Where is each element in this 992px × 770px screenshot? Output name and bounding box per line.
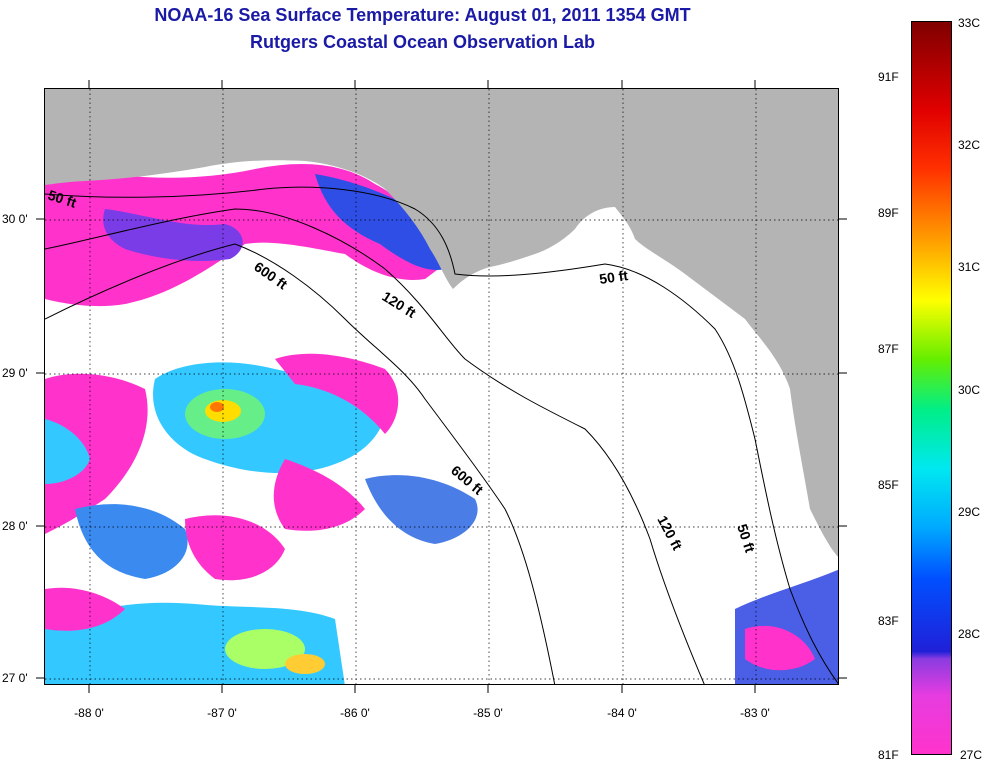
sst-pink-region-bottom-west xyxy=(45,587,125,631)
colorbar-celsius-label: 32C xyxy=(958,138,981,152)
sst-map-canvas: 50 ft 600 ft 120 ft 50 ft 600 ft 120 ft … xyxy=(45,89,838,684)
land-mass xyxy=(45,89,838,557)
sst-cyan-region-west xyxy=(45,419,90,484)
sst-blue-region-southwest xyxy=(75,504,188,579)
longitude-label: -87 0' xyxy=(207,706,237,720)
sst-pink-region-south xyxy=(185,515,285,581)
colorbar-fahrenheit-label: 87F xyxy=(878,342,899,356)
sst-pink-region-west xyxy=(45,373,148,534)
temperature-colorbar xyxy=(911,21,952,755)
latitude-label: 30 0' xyxy=(2,212,28,226)
longitude-label: -86 0' xyxy=(340,706,370,720)
sst-blue-region-southeast xyxy=(365,475,478,544)
contour-50ft xyxy=(45,186,838,684)
map-title: NOAA-16 Sea Surface Temperature: August … xyxy=(154,5,691,25)
sst-pink-region-south-center xyxy=(273,459,365,531)
longitude-label: -83 0' xyxy=(740,706,770,720)
longitude-label: -85 0' xyxy=(473,706,503,720)
sst-yellow-patch-bottom xyxy=(285,654,325,674)
latitude-label: 27 0' xyxy=(2,671,28,685)
colorbar-fahrenheit-label: 85F xyxy=(878,478,899,492)
contour-120ft xyxy=(45,208,705,684)
latitude-label: 28 0' xyxy=(2,519,28,533)
colorbar-celsius-label: 33C xyxy=(958,16,981,30)
sst-purple-region-nw xyxy=(103,209,243,261)
colorbar-celsius-label: 30C xyxy=(958,383,981,397)
sst-blue-region-bigbend xyxy=(315,174,445,270)
colorbar-fahrenheit-label: 91F xyxy=(878,70,899,84)
longitude-label: -88 0' xyxy=(74,706,104,720)
colorbar-fahrenheit-label: 89F xyxy=(878,206,899,220)
bathymetry-contours xyxy=(45,186,838,684)
colorbar-min-celsius: 27C xyxy=(960,748,983,762)
colorbar-fahrenheit-label: 83F xyxy=(878,614,899,628)
graticule xyxy=(45,89,838,684)
sst-map: 50 ft 600 ft 120 ft 50 ft 600 ft 120 ft … xyxy=(44,88,839,685)
map-subtitle: Rutgers Coastal Ocean Observation Lab xyxy=(249,32,596,52)
colorbar-celsius-label: 31C xyxy=(958,260,981,274)
contour-600ft xyxy=(45,243,556,684)
colorbar-celsius-label: 28C xyxy=(958,627,981,641)
contour-label: 50 ft xyxy=(598,267,629,287)
land-peninsula xyxy=(45,147,125,167)
colorbar-celsius-label: 29C xyxy=(958,505,981,519)
sst-green-patch-bottom xyxy=(225,629,305,669)
latitude-label: 29 0' xyxy=(2,366,28,380)
longitude-label: -84 0' xyxy=(607,706,637,720)
sst-orange-core xyxy=(210,402,224,412)
sst-pink-region-southeast-corner xyxy=(745,625,815,671)
sst-pink-region-center-east xyxy=(275,353,399,434)
colorbar-min-fahrenheit: 81F xyxy=(878,748,899,762)
